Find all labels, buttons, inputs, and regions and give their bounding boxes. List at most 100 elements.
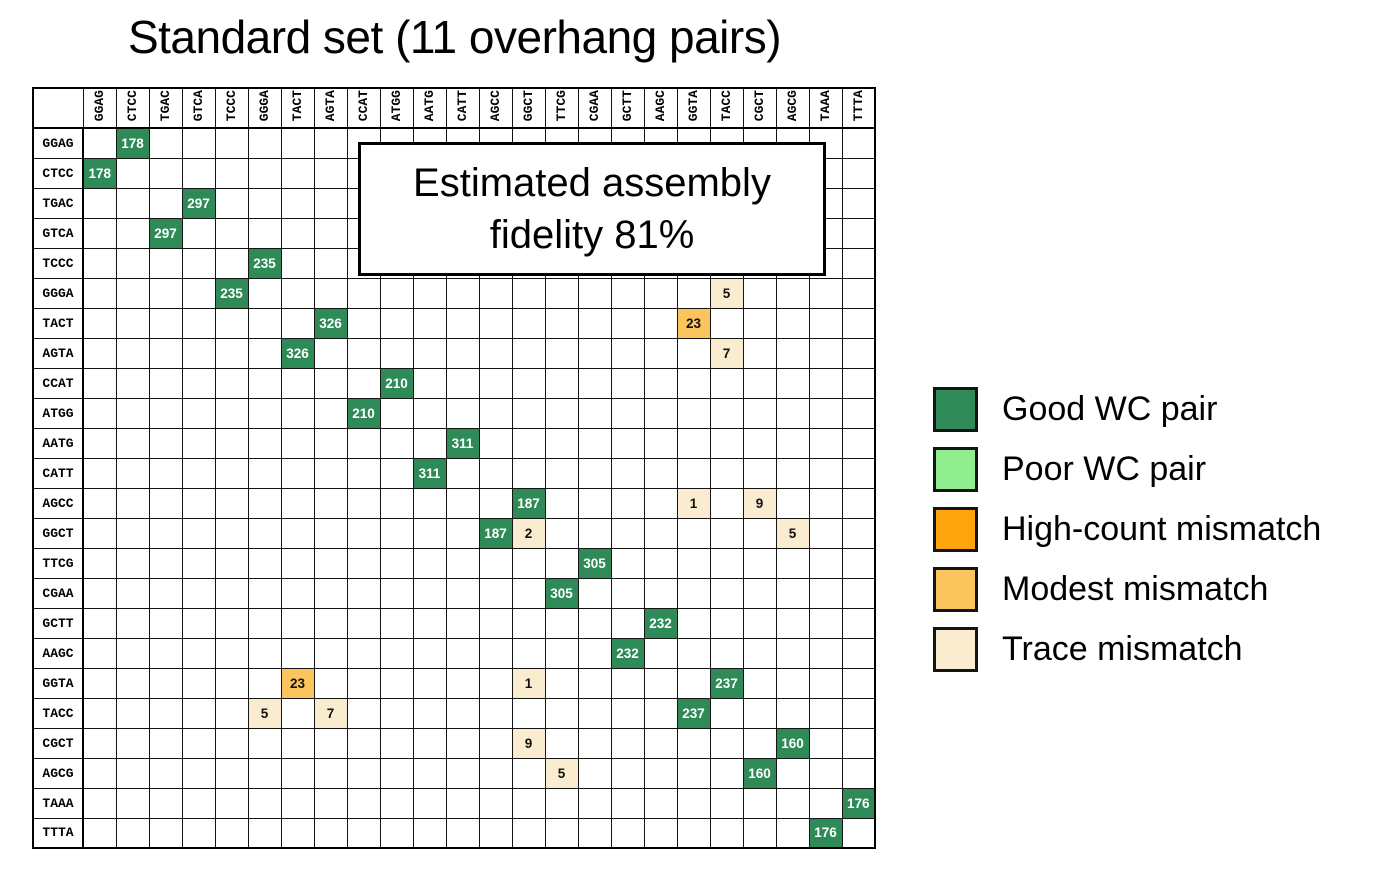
legend-label-poor: Poor WC pair bbox=[1002, 449, 1207, 488]
matrix-cell-empty bbox=[478, 577, 513, 609]
matrix-cell-empty bbox=[610, 397, 645, 429]
matrix-cell-empty bbox=[577, 397, 612, 429]
matrix-cell-empty bbox=[742, 787, 777, 819]
matrix-cell-empty bbox=[445, 397, 480, 429]
column-header: TACC bbox=[709, 87, 744, 129]
matrix-cell-empty bbox=[148, 247, 183, 279]
matrix-cell-empty bbox=[181, 427, 216, 459]
matrix-cell-empty bbox=[280, 817, 315, 849]
matrix-cell-empty bbox=[346, 817, 381, 849]
matrix-cell: 5 bbox=[544, 757, 579, 789]
matrix-cell-empty bbox=[445, 457, 480, 489]
matrix-cell-empty bbox=[577, 337, 612, 369]
matrix-cell-empty bbox=[346, 757, 381, 789]
column-header-label: AAGC bbox=[653, 89, 668, 122]
matrix-cell-empty bbox=[214, 667, 249, 699]
matrix-cell-empty bbox=[115, 667, 150, 699]
matrix-cell-empty bbox=[181, 547, 216, 579]
matrix-cell-empty bbox=[82, 397, 117, 429]
matrix-cell-empty bbox=[181, 787, 216, 819]
matrix-cell-empty bbox=[148, 487, 183, 519]
matrix-cell-empty bbox=[379, 337, 414, 369]
matrix-cell-empty bbox=[808, 427, 843, 459]
matrix-cell: 237 bbox=[676, 697, 711, 729]
matrix-cell-empty bbox=[214, 607, 249, 639]
matrix-cell-empty bbox=[313, 637, 348, 669]
row-header: AAGC bbox=[32, 637, 84, 669]
matrix-cell-empty bbox=[247, 577, 282, 609]
matrix-cell-empty bbox=[775, 667, 810, 699]
column-header-label: CGAA bbox=[587, 89, 602, 122]
matrix-cell-empty bbox=[247, 337, 282, 369]
matrix-cell-empty bbox=[709, 637, 744, 669]
matrix-cell-empty bbox=[775, 607, 810, 639]
matrix-cell-empty bbox=[412, 337, 447, 369]
legend-item-trace: Trace mismatch bbox=[933, 626, 1321, 672]
column-header-label: CTCC bbox=[125, 89, 140, 122]
matrix-cell-empty bbox=[346, 667, 381, 699]
matrix-cell-empty bbox=[115, 487, 150, 519]
matrix-cell-empty bbox=[643, 517, 678, 549]
legend-label-trace: Trace mismatch bbox=[1002, 629, 1243, 668]
matrix-cell: 297 bbox=[181, 187, 216, 219]
row-header: TACC bbox=[32, 697, 84, 729]
row-header: AATG bbox=[32, 427, 84, 459]
matrix-cell-empty bbox=[346, 697, 381, 729]
column-header-label: TTCG bbox=[554, 89, 569, 122]
matrix-cell-empty bbox=[346, 517, 381, 549]
matrix-cell-empty bbox=[775, 697, 810, 729]
matrix-cell-empty bbox=[379, 487, 414, 519]
matrix-cell-empty bbox=[709, 697, 744, 729]
matrix-cell-empty bbox=[709, 397, 744, 429]
matrix-cell-empty bbox=[82, 757, 117, 789]
matrix-cell-empty bbox=[676, 367, 711, 399]
matrix-cell: 7 bbox=[709, 337, 744, 369]
matrix-cell-empty bbox=[148, 187, 183, 219]
matrix-cell-empty bbox=[214, 127, 249, 159]
matrix-cell-empty bbox=[247, 307, 282, 339]
matrix-cell-empty bbox=[577, 607, 612, 639]
matrix-cell-empty bbox=[82, 247, 117, 279]
matrix-cell-empty bbox=[280, 217, 315, 249]
matrix-cell-empty bbox=[148, 667, 183, 699]
matrix-row: CCAT 210 bbox=[32, 367, 876, 399]
matrix-cell: 178 bbox=[82, 157, 117, 189]
matrix-cell-empty bbox=[313, 397, 348, 429]
matrix-cell-empty bbox=[280, 697, 315, 729]
matrix-cell-empty bbox=[412, 577, 447, 609]
matrix-cell-empty bbox=[841, 547, 876, 579]
matrix-cell-empty bbox=[511, 697, 546, 729]
matrix-cell-empty bbox=[181, 397, 216, 429]
matrix-cell-empty bbox=[82, 487, 117, 519]
column-header-label: GTCA bbox=[191, 89, 206, 122]
matrix-cell-empty bbox=[577, 817, 612, 849]
matrix-cell-empty bbox=[247, 217, 282, 249]
matrix-cell-empty bbox=[247, 157, 282, 189]
matrix-cell-empty bbox=[412, 697, 447, 729]
matrix-cell: 23 bbox=[676, 307, 711, 339]
matrix-cell-empty bbox=[181, 607, 216, 639]
matrix-cell: 1 bbox=[511, 667, 546, 699]
matrix-cell-empty bbox=[445, 577, 480, 609]
matrix-cell-empty bbox=[313, 457, 348, 489]
matrix-cell-empty bbox=[445, 277, 480, 309]
matrix-cell-empty bbox=[82, 667, 117, 699]
matrix-cell-empty bbox=[808, 757, 843, 789]
matrix-cell-empty bbox=[346, 727, 381, 759]
matrix-cell-empty bbox=[511, 817, 546, 849]
column-header-label: CATT bbox=[455, 89, 470, 122]
matrix-cell-empty bbox=[379, 637, 414, 669]
matrix-cell: 235 bbox=[247, 247, 282, 279]
matrix-cell-empty bbox=[346, 577, 381, 609]
matrix-row: TACT 326 23 bbox=[32, 307, 876, 339]
column-header: AGTA bbox=[313, 87, 348, 129]
matrix-cell: 232 bbox=[610, 637, 645, 669]
matrix-cell-empty bbox=[148, 727, 183, 759]
column-header-label: TTTA bbox=[850, 89, 866, 122]
matrix-cell-empty bbox=[775, 637, 810, 669]
matrix-cell-empty bbox=[82, 697, 117, 729]
matrix-cell-empty bbox=[445, 337, 480, 369]
matrix-cell-empty bbox=[412, 397, 447, 429]
matrix-cell-empty bbox=[82, 277, 117, 309]
matrix-cell-empty bbox=[214, 547, 249, 579]
